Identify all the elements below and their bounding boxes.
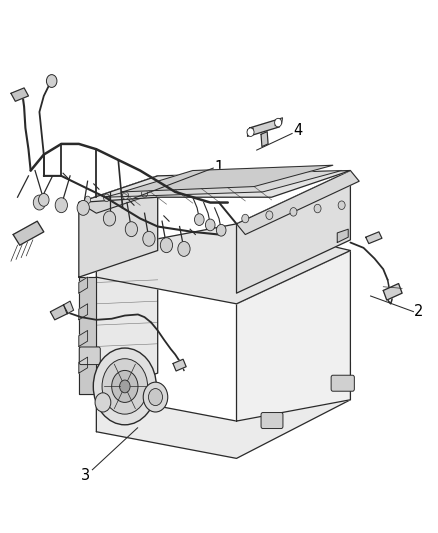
Polygon shape (96, 224, 350, 304)
Circle shape (103, 194, 110, 201)
Circle shape (143, 382, 168, 412)
FancyBboxPatch shape (79, 347, 100, 365)
Text: 1: 1 (214, 160, 224, 175)
Circle shape (85, 196, 91, 204)
Polygon shape (96, 362, 350, 458)
Polygon shape (275, 118, 283, 126)
Circle shape (120, 380, 130, 393)
Circle shape (103, 211, 116, 226)
Polygon shape (11, 88, 28, 101)
Circle shape (266, 211, 273, 220)
Polygon shape (79, 304, 88, 320)
Polygon shape (261, 132, 268, 147)
Polygon shape (383, 284, 402, 300)
Circle shape (125, 222, 138, 237)
Circle shape (46, 75, 57, 87)
Polygon shape (366, 232, 382, 244)
Circle shape (55, 198, 67, 213)
Circle shape (290, 208, 297, 216)
Polygon shape (79, 171, 350, 203)
Polygon shape (79, 357, 88, 373)
Polygon shape (237, 171, 350, 293)
Circle shape (77, 200, 89, 215)
Circle shape (33, 195, 46, 210)
Circle shape (93, 348, 156, 425)
Circle shape (95, 393, 111, 412)
Circle shape (314, 204, 321, 213)
Polygon shape (337, 229, 348, 243)
Polygon shape (79, 277, 88, 293)
Circle shape (205, 219, 215, 231)
Circle shape (338, 201, 345, 209)
Circle shape (123, 192, 129, 199)
Circle shape (112, 370, 138, 402)
Polygon shape (173, 359, 186, 371)
Circle shape (275, 118, 282, 127)
Circle shape (194, 214, 204, 225)
Text: 4: 4 (293, 123, 303, 138)
Circle shape (216, 224, 226, 236)
Text: 3: 3 (81, 468, 90, 483)
Circle shape (247, 128, 254, 136)
Circle shape (143, 231, 155, 246)
Circle shape (160, 238, 173, 253)
Circle shape (141, 190, 148, 197)
Polygon shape (64, 301, 74, 314)
Circle shape (39, 193, 49, 206)
Circle shape (102, 359, 148, 414)
Polygon shape (79, 176, 175, 213)
FancyBboxPatch shape (261, 413, 283, 429)
Polygon shape (79, 277, 96, 394)
Polygon shape (79, 330, 88, 346)
Polygon shape (13, 221, 44, 245)
Polygon shape (96, 256, 158, 394)
Polygon shape (250, 120, 279, 135)
Polygon shape (237, 251, 350, 421)
Polygon shape (105, 171, 342, 197)
Polygon shape (237, 171, 359, 235)
Text: 2: 2 (413, 304, 423, 319)
Circle shape (178, 241, 190, 256)
Polygon shape (79, 176, 158, 277)
Circle shape (148, 389, 162, 406)
Polygon shape (123, 165, 333, 192)
FancyBboxPatch shape (331, 375, 354, 391)
Polygon shape (50, 305, 68, 320)
Polygon shape (247, 128, 253, 136)
Circle shape (242, 214, 249, 223)
